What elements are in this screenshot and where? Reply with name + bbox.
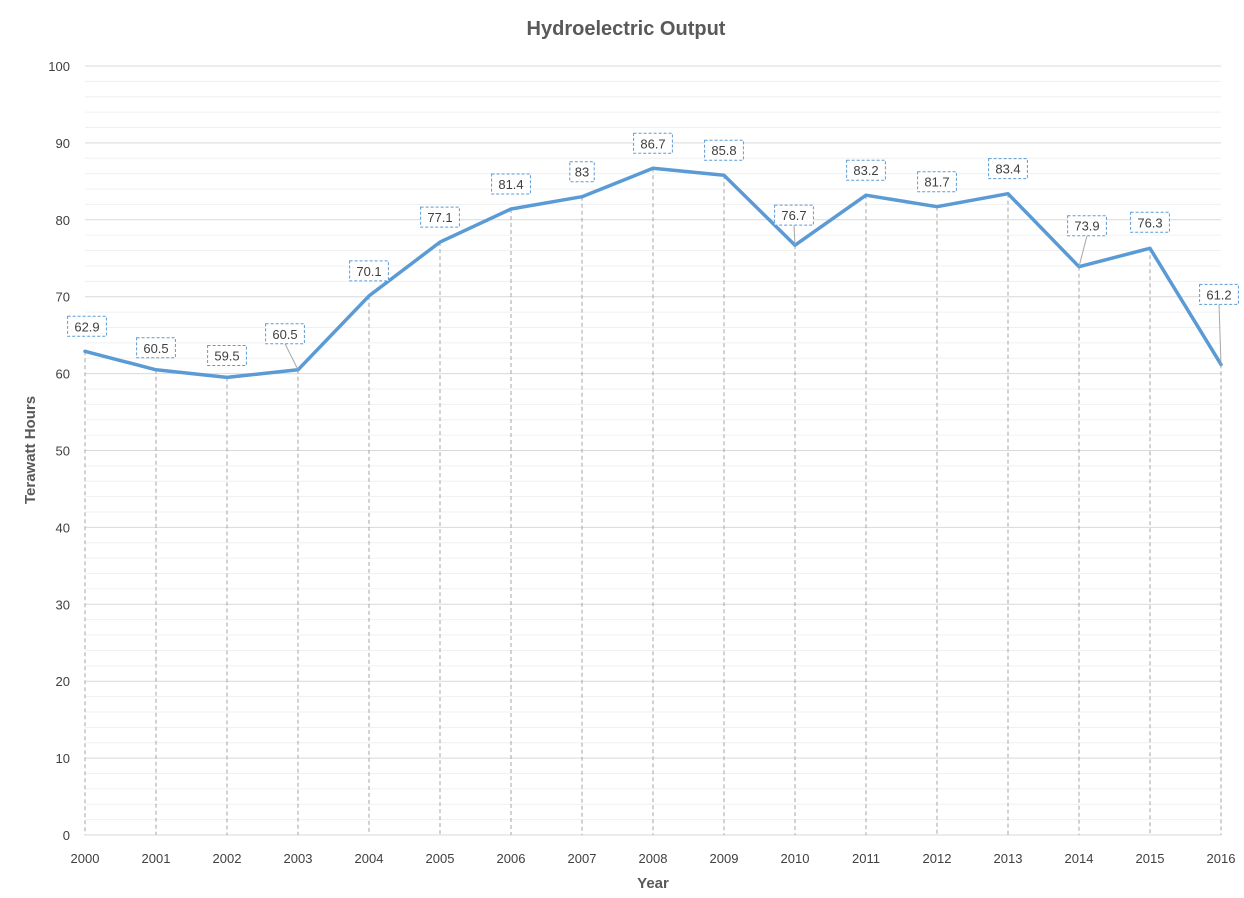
x-tick-label: 2002: [213, 851, 242, 866]
data-label: 85.8: [704, 139, 744, 161]
data-label-box: [917, 171, 957, 193]
x-tick-label: 2003: [284, 851, 313, 866]
x-tick-label: 2014: [1065, 851, 1094, 866]
data-label-text: 62.9: [74, 319, 99, 334]
data-label-box: [67, 315, 107, 337]
data-label: 81.7: [917, 171, 957, 193]
data-label-text: 61.2: [1206, 287, 1231, 302]
y-tick-label: 10: [56, 751, 70, 766]
data-label-text: 83.2: [853, 163, 878, 178]
data-label-text: 86.7: [640, 136, 665, 151]
x-tick-label: 2006: [497, 851, 526, 866]
y-tick-label: 40: [56, 520, 70, 535]
data-label-leader: [793, 225, 796, 246]
data-label-leader: [1078, 235, 1088, 267]
data-label-box: [1130, 211, 1170, 233]
y-tick-label: 100: [48, 59, 70, 74]
data-label: 60.5: [265, 323, 305, 370]
data-label: 70.1: [349, 260, 389, 282]
data-label-box: [491, 173, 531, 195]
data-label-box: [349, 260, 389, 282]
data-label: 76.7: [774, 204, 814, 246]
data-label: 73.9: [1067, 215, 1107, 267]
y-axis-tick-labels: 0 10 20 30 40 50 60 70 80 90 100: [48, 59, 70, 843]
data-label-text: 60.5: [272, 327, 297, 342]
y-tick-label: 50: [56, 444, 70, 459]
x-tick-label: 2016: [1207, 851, 1236, 866]
data-label-box: [1199, 283, 1239, 305]
data-label-text: 76.3: [1137, 215, 1162, 230]
x-tick-label: 2010: [781, 851, 810, 866]
data-label: 81.4: [491, 173, 531, 195]
data-label-box: [136, 337, 176, 359]
data-label: 83: [569, 161, 595, 183]
data-label-text: 76.7: [781, 208, 806, 223]
data-label: 77.1: [420, 206, 460, 228]
data-label-box: [633, 132, 673, 154]
data-label-text: 59.5: [214, 348, 239, 363]
y-tick-label: 70: [56, 290, 70, 305]
data-label-text: 83.4: [995, 162, 1020, 177]
x-axis-tick-labels: 2000 2001 2002 2003 2004 2005 2006 2007 2008 2009…: [71, 851, 1236, 866]
x-axis-title: Year: [637, 875, 669, 892]
x-tick-label: 2011: [852, 851, 880, 866]
data-label: 86.7: [633, 132, 673, 154]
data-label: 60.5: [136, 337, 176, 359]
x-tick-label: 2008: [639, 851, 668, 866]
data-label-box: [846, 159, 886, 181]
data-label-leader: [284, 343, 299, 370]
data-label-box: [704, 139, 744, 161]
data-label-text: 81.4: [498, 177, 523, 192]
y-tick-label: 60: [56, 367, 70, 382]
data-label: 83.2: [846, 159, 886, 181]
data-label-box: [207, 344, 247, 366]
y-tick-label: 80: [56, 213, 70, 228]
series-line: [83, 166, 1223, 380]
drop-lines: [84, 168, 1222, 835]
x-tick-label: 2013: [994, 851, 1023, 866]
x-tick-label: 2001: [142, 851, 171, 866]
data-label-text: 77.1: [427, 210, 452, 225]
x-tick-label: 2005: [426, 851, 455, 866]
data-label-text: 83: [575, 165, 589, 180]
data-label: 76.3: [1130, 211, 1170, 233]
data-label-text: 73.9: [1074, 219, 1099, 234]
x-tick-label: 2015: [1136, 851, 1165, 866]
data-labels: 62.9 60.5 59.5 60.5 70.1 77.1 81.4 83 86.7 85.8 76…: [67, 132, 1239, 370]
y-axis-title: Terawatt Hours: [22, 396, 39, 504]
chart-title: Hydroelectric Output: [527, 18, 726, 40]
data-label-box: [569, 161, 595, 183]
x-tick-label: 2004: [355, 851, 384, 866]
y-tick-label: 20: [56, 674, 70, 689]
data-label-box: [420, 206, 460, 228]
data-label: 59.5: [207, 344, 247, 366]
data-label-text: 81.7: [924, 175, 949, 190]
data-label-box: [774, 204, 814, 226]
y-tick-label: 30: [56, 597, 70, 612]
x-tick-label: 2009: [710, 851, 739, 866]
data-label-leader: [1218, 304, 1222, 365]
data-label-text: 60.5: [143, 341, 168, 356]
x-tick-label: 2007: [568, 851, 597, 866]
data-label-text: 85.8: [711, 143, 736, 158]
y-tick-label: 90: [56, 136, 70, 151]
x-tick-label: 2000: [71, 851, 100, 866]
data-label-box: [988, 158, 1028, 180]
data-label-text: 70.1: [356, 264, 381, 279]
series-group: [83, 166, 1223, 380]
data-label-box: [1067, 215, 1107, 237]
data-label: 83.4: [988, 158, 1028, 180]
data-label: 62.9: [67, 315, 107, 337]
x-tick-label: 2012: [923, 851, 952, 866]
data-label-box: [265, 323, 305, 345]
y-tick-label: 0: [63, 828, 70, 843]
data-label: 61.2: [1199, 283, 1239, 365]
